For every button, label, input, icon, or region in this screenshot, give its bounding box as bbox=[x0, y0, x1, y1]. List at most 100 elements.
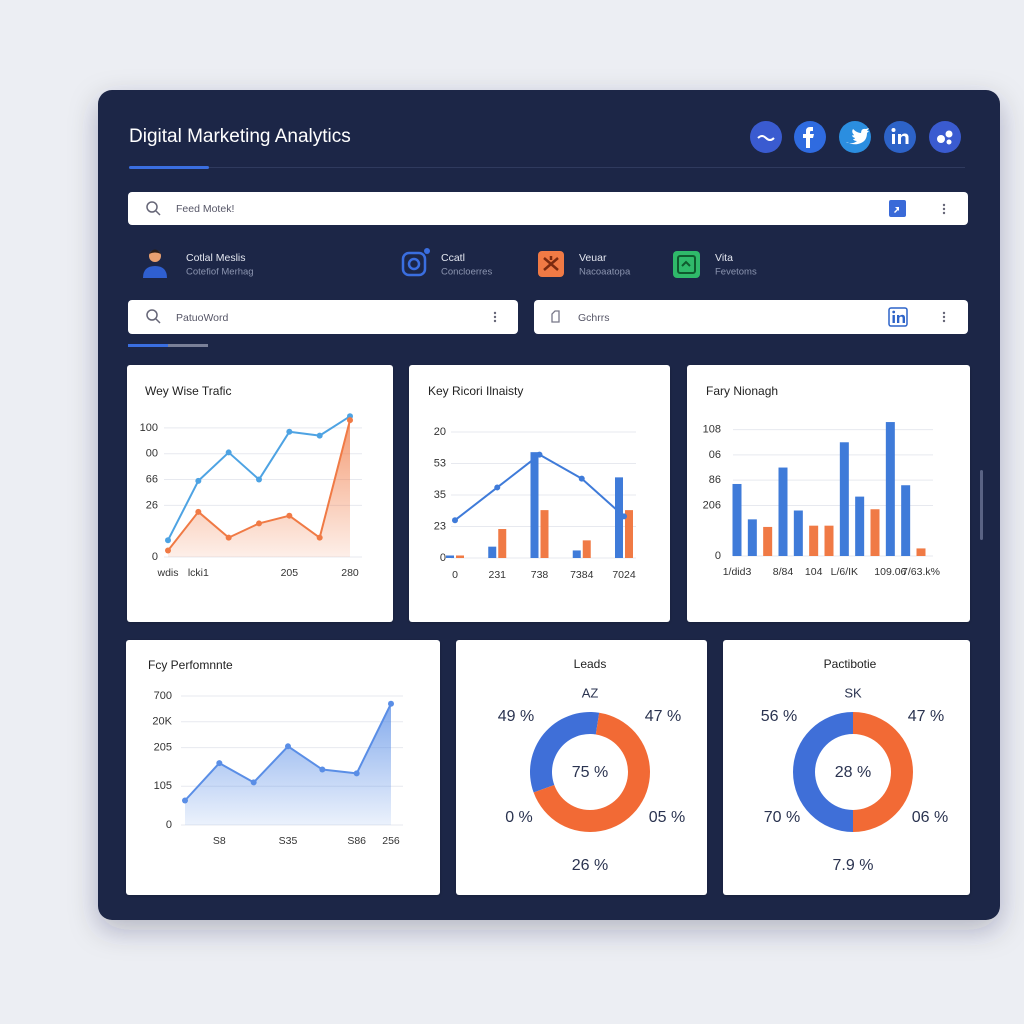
bar bbox=[625, 510, 633, 558]
bar bbox=[824, 525, 834, 556]
icon-glyph bbox=[896, 314, 905, 323]
point bbox=[250, 779, 257, 786]
x-tick-label: S8 bbox=[213, 835, 226, 847]
y-tick-label: 86 bbox=[709, 474, 721, 486]
donut-annotation: 47 % bbox=[908, 708, 944, 725]
point bbox=[256, 476, 262, 483]
point bbox=[195, 508, 202, 515]
social-icons bbox=[750, 121, 961, 153]
bar bbox=[582, 540, 591, 558]
point bbox=[256, 520, 262, 527]
icon-glyph bbox=[937, 135, 945, 143]
x-tick-label: 738 bbox=[531, 569, 549, 581]
donut-segment bbox=[533, 712, 650, 833]
y-tick-label: 53 bbox=[434, 457, 446, 469]
search-icon bbox=[155, 318, 161, 324]
bar bbox=[901, 485, 911, 556]
bar bbox=[839, 442, 849, 556]
bar bbox=[540, 510, 549, 558]
search-bar[interactable] bbox=[534, 300, 968, 334]
icon-glyph bbox=[892, 134, 895, 144]
x-tick-label: 8/84 bbox=[773, 566, 794, 578]
icon-glyph bbox=[891, 128, 896, 132]
donut-center-label: 75 % bbox=[572, 764, 608, 781]
y-tick-label: 06 bbox=[709, 449, 721, 461]
point bbox=[216, 760, 223, 767]
x-tick-label: 0 bbox=[452, 569, 458, 581]
point bbox=[182, 797, 188, 804]
bar bbox=[809, 525, 819, 556]
donut-annotation: 06 % bbox=[912, 809, 948, 826]
x-tick-label: 7024 bbox=[612, 569, 636, 581]
y-tick-label: 26 bbox=[146, 499, 158, 511]
point bbox=[347, 417, 353, 424]
x-tick-label: 109.06 bbox=[874, 566, 906, 578]
tab-indicator bbox=[128, 344, 168, 347]
icon-glyph bbox=[946, 139, 952, 145]
stat-subtitle: Cotefiof Merhag bbox=[186, 267, 254, 278]
tab-indicator bbox=[168, 344, 208, 347]
donut-segment bbox=[793, 712, 853, 832]
point bbox=[316, 534, 323, 541]
x-tick-label: 7/63.k% bbox=[902, 566, 940, 578]
bar bbox=[778, 467, 788, 556]
point bbox=[578, 475, 585, 482]
chart-title: Leads bbox=[574, 657, 607, 671]
stat-icon bbox=[538, 251, 564, 277]
donut-annotation: 56 % bbox=[761, 708, 797, 725]
more-button[interactable] bbox=[942, 311, 946, 323]
search-bar[interactable] bbox=[128, 192, 968, 225]
y-tick-label: 108 bbox=[703, 424, 721, 436]
y-tick-label: 20K bbox=[152, 716, 172, 728]
bar bbox=[572, 550, 581, 558]
card bbox=[127, 365, 393, 622]
chart-title: Fcy Perfomnnte bbox=[148, 658, 233, 672]
donut-annotation: 26 % bbox=[572, 857, 608, 874]
header-title: Digital Marketing Analytics bbox=[129, 126, 351, 147]
doc-icon bbox=[551, 310, 560, 323]
bar bbox=[615, 477, 623, 558]
scrollbar[interactable] bbox=[980, 470, 983, 540]
x-tick-label: L/6/IK bbox=[831, 566, 858, 578]
icon-glyph bbox=[894, 207, 899, 213]
stat-icon bbox=[401, 248, 430, 277]
chart-title: Pactibotie bbox=[824, 657, 877, 671]
point bbox=[536, 451, 543, 458]
icon-glyph bbox=[803, 127, 814, 148]
y-tick-label: 66 bbox=[146, 473, 158, 485]
more-button[interactable] bbox=[942, 203, 946, 215]
donut-segment bbox=[853, 712, 913, 832]
bar bbox=[446, 555, 454, 558]
donut-annotation: 47 % bbox=[645, 708, 681, 725]
point bbox=[494, 484, 501, 491]
bar bbox=[916, 548, 926, 556]
icon-glyph bbox=[846, 128, 869, 145]
point bbox=[286, 512, 293, 519]
stat-title: Veuar bbox=[579, 252, 607, 264]
x-tick-label: 280 bbox=[341, 567, 359, 579]
stat-subtitle: Concloerres bbox=[441, 267, 492, 278]
bar bbox=[488, 546, 497, 558]
stat-title: Vita bbox=[715, 252, 733, 264]
more-button[interactable] bbox=[493, 311, 497, 323]
social-icon[interactable] bbox=[929, 121, 961, 153]
icon-glyph bbox=[892, 310, 896, 314]
donut-center-label: 28 % bbox=[835, 764, 871, 781]
linkedin-button[interactable] bbox=[888, 307, 908, 327]
chart-title: Fary Nionagh bbox=[706, 384, 778, 398]
bar bbox=[793, 510, 803, 556]
donut-subtitle: AZ bbox=[582, 685, 599, 700]
y-tick-label: 35 bbox=[434, 489, 446, 501]
point bbox=[165, 547, 171, 554]
bar bbox=[732, 483, 742, 556]
search-bar[interactable] bbox=[128, 300, 518, 334]
icon-glyph bbox=[757, 135, 775, 141]
point bbox=[319, 766, 326, 773]
y-tick-label: 00 bbox=[146, 448, 158, 460]
area bbox=[168, 420, 350, 557]
point bbox=[452, 517, 458, 524]
search-icon bbox=[146, 309, 158, 321]
